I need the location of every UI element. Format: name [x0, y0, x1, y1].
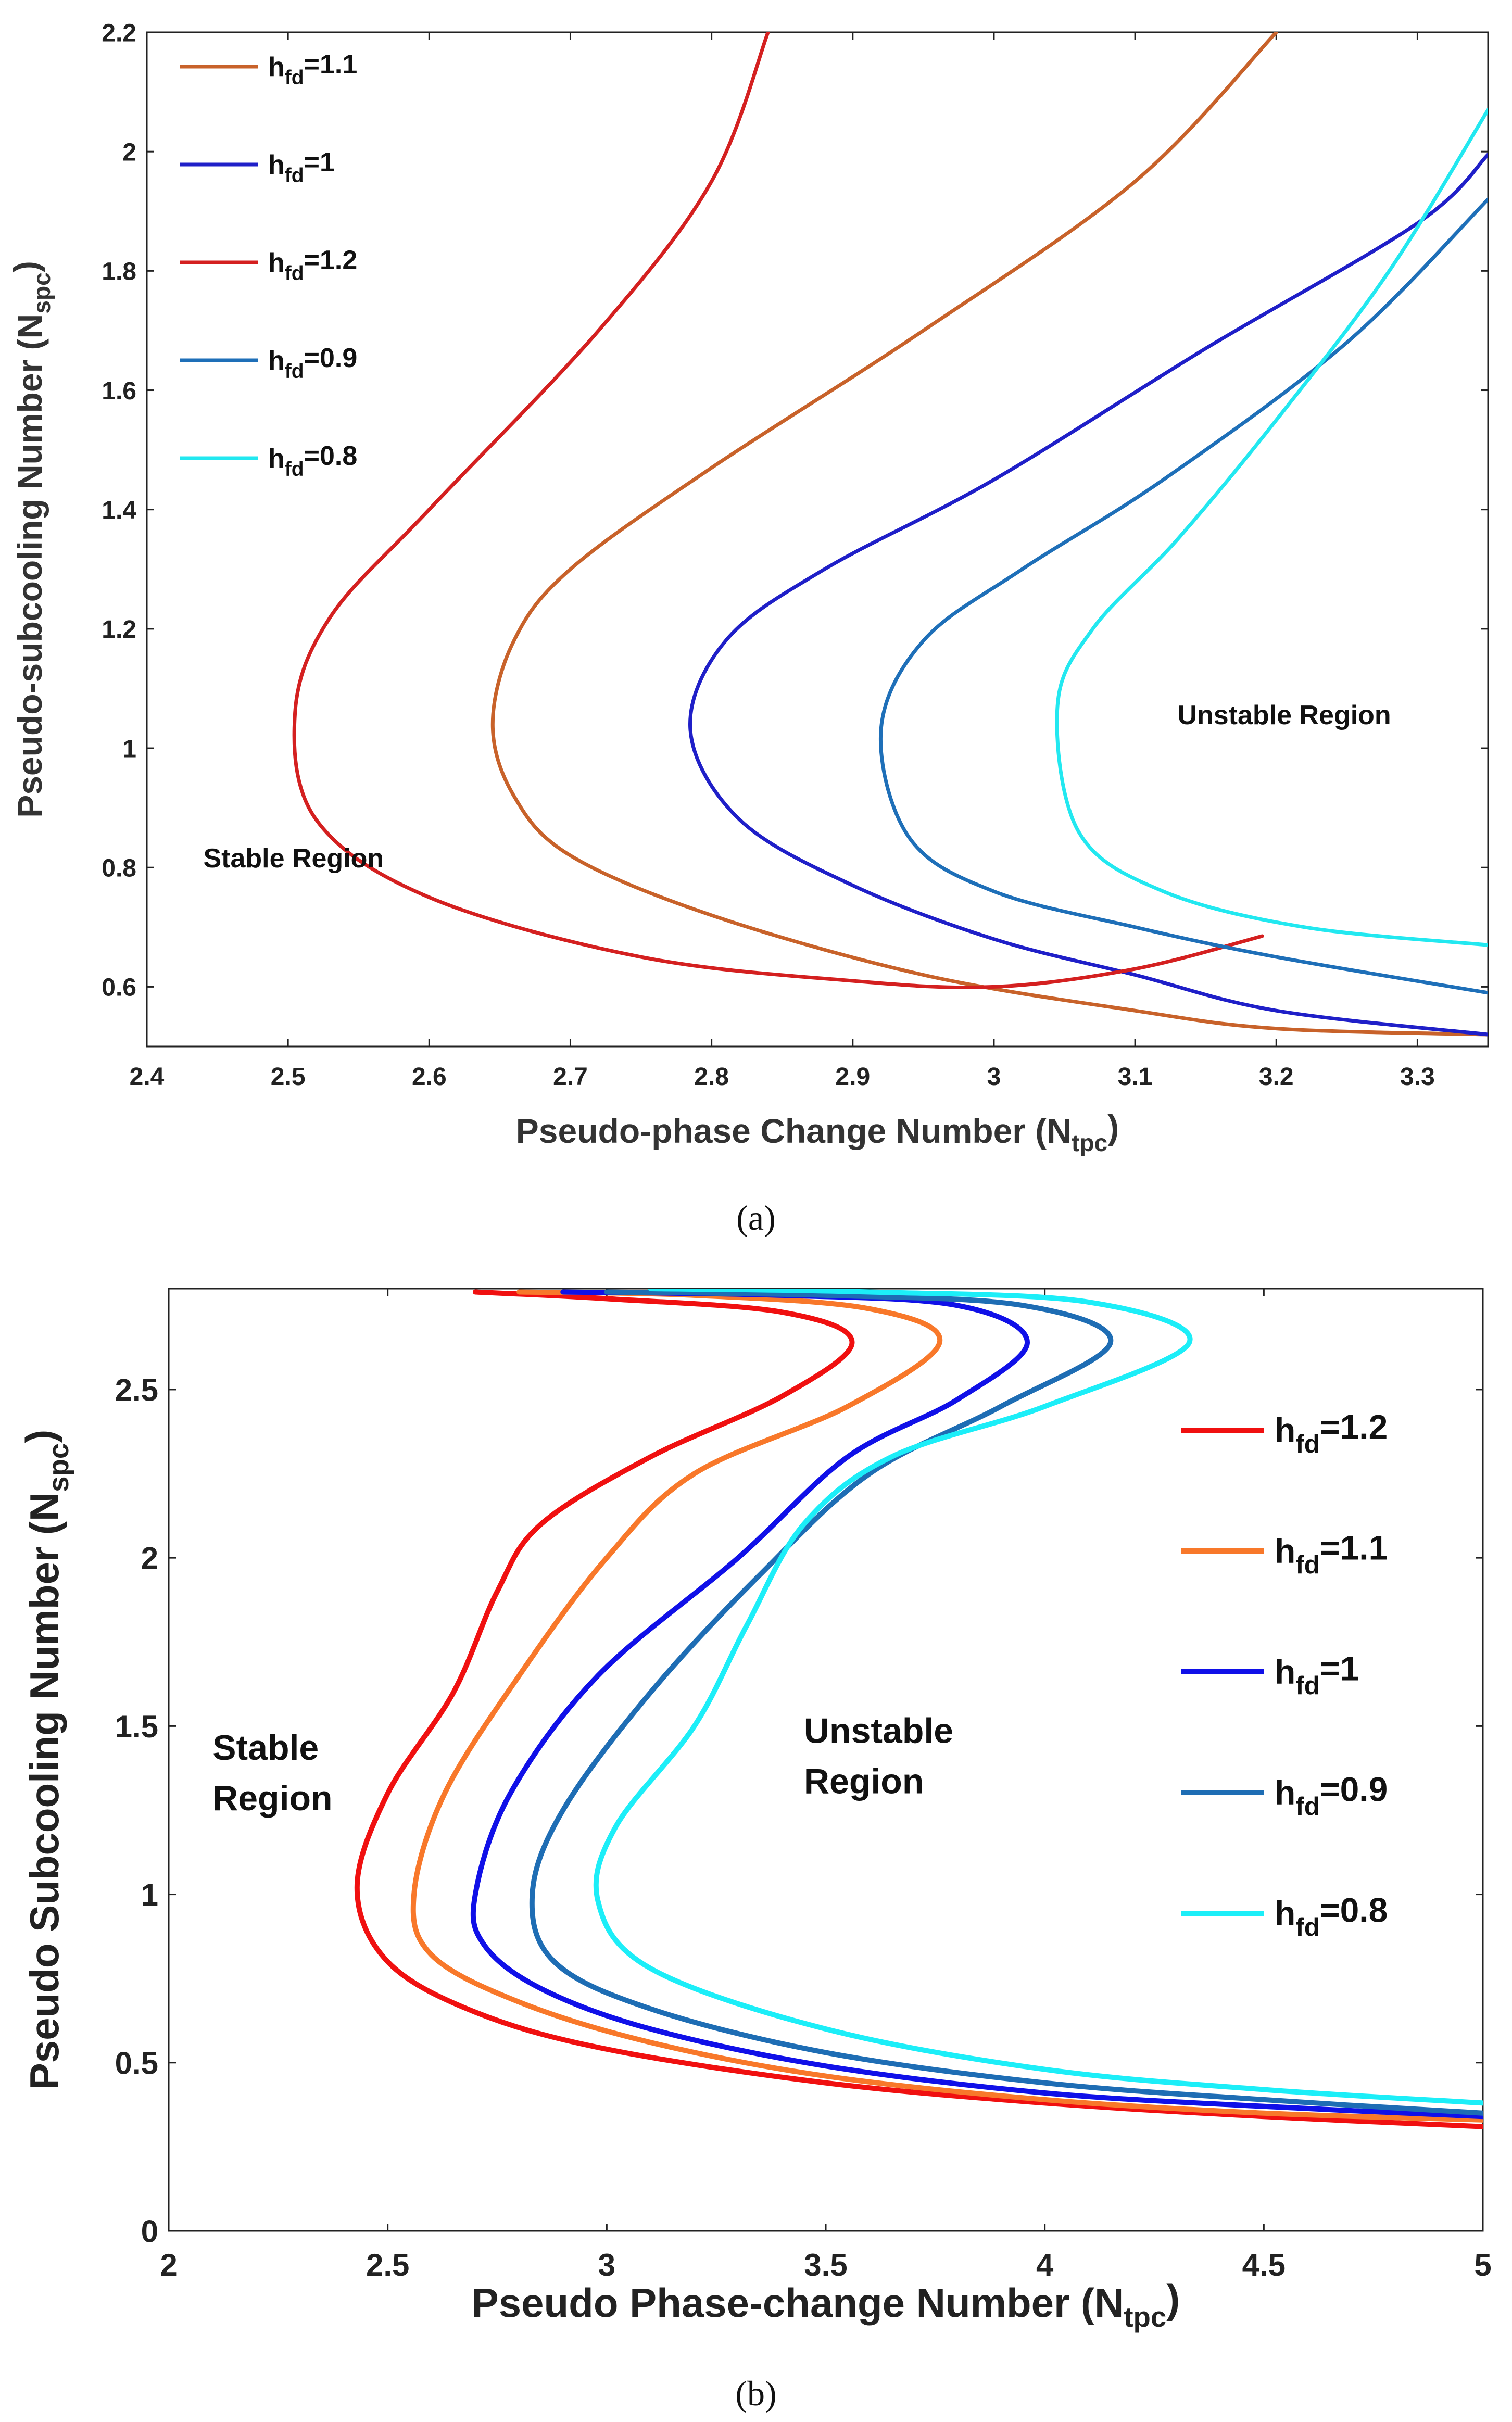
legend-label-0: hfd=1.1 — [268, 49, 357, 89]
y-tick-label-8: 2.2 — [102, 19, 136, 47]
y-tick-label-0: 0 — [141, 2214, 158, 2249]
series-line-hfd-1-1 — [410, 1289, 1483, 2123]
x-tick-label-3: 2.7 — [553, 1063, 588, 1091]
y-tick-label-5: 1.6 — [102, 377, 136, 405]
x-tick-label-0: 2.4 — [130, 1063, 165, 1091]
series-line-hfd-0-8 — [593, 1289, 1483, 2106]
legend-label-0: hfd=1.2 — [1275, 1408, 1388, 1458]
x-tick-label-0: 2 — [160, 2248, 177, 2282]
y-tick-label-3: 1.5 — [115, 1709, 158, 1744]
x-tick-label-1: 2.5 — [366, 2248, 409, 2282]
x-tick-label-4: 4 — [1036, 2248, 1054, 2282]
y-tick-label-7: 2 — [122, 138, 136, 166]
x-tick-label-9: 3.3 — [1400, 1063, 1435, 1091]
x-axis-label: Pseudo Phase-change Number (Ntpc) — [472, 2276, 1180, 2333]
region-label-1: Region — [212, 1778, 332, 1818]
y-tick-label-1: 0.8 — [102, 855, 136, 882]
y-tick-label-3: 1.2 — [102, 616, 136, 644]
legend-label-4: hfd=0.8 — [1275, 1891, 1388, 1941]
x-tick-label-1: 2.5 — [271, 1063, 306, 1091]
series-group — [354, 1289, 1483, 2129]
x-tick-label-5: 2.9 — [835, 1063, 870, 1091]
x-tick-label-8: 3.2 — [1259, 1063, 1294, 1091]
series-line-hfd-1-1 — [490, 32, 1488, 1037]
x-tick-label-3: 3.5 — [804, 2248, 847, 2282]
panel-a-chart: 2.4 2.5 2.6 2.7 2.8 2.9 3 3.1 3.2 3.3 0.6 0.8 1 1.2 1.… — [7, 19, 1489, 1156]
y-tick-label-4: 2 — [141, 1541, 158, 1576]
y-axis-label: Pseudo Subcooling Number (Nspc) — [17, 1430, 74, 2090]
legend-label-2: hfd=1 — [1275, 1649, 1359, 1700]
legend-label-3: hfd=0.9 — [268, 343, 357, 383]
y-tick-label-0: 0.6 — [102, 974, 136, 1002]
region-label-0: Stable — [212, 1728, 319, 1768]
x-tick-label-6: 3 — [987, 1063, 1001, 1091]
x-tick-label-2: 2.6 — [412, 1063, 447, 1091]
series-line-hfd-1-2 — [354, 1289, 1483, 2129]
series-line-hfd-0-9 — [878, 197, 1488, 995]
series-line-hfd-1-2 — [292, 32, 1264, 990]
series-line-hfd-0-9 — [529, 1289, 1483, 2116]
x-tick-label-6: 5 — [1474, 2248, 1491, 2282]
legend-label-4: hfd=0.8 — [268, 441, 357, 481]
y-tick-label-2: 1 — [141, 1877, 158, 1912]
series-group — [292, 32, 1488, 1037]
y-tick-label-2: 1 — [122, 735, 136, 763]
legend-label-2: hfd=1.2 — [268, 245, 357, 285]
x-tick-label-7: 3.1 — [1118, 1063, 1153, 1091]
y-tick-label-4: 1.4 — [102, 497, 136, 524]
series-line-hfd-0-8 — [1055, 108, 1488, 947]
y-tick-label-1: 0.5 — [115, 2046, 158, 2080]
caption-a: (a) — [736, 1198, 775, 1238]
region-label-3: Region — [804, 1762, 924, 1801]
region-label-1: Unstable Region — [1177, 700, 1391, 730]
x-tick-label-4: 2.8 — [694, 1063, 729, 1091]
plot-area — [146, 31, 1489, 1048]
legend-label-1: hfd=1.1 — [1275, 1529, 1388, 1579]
y-tick-label-6: 1.8 — [102, 258, 136, 286]
series-line-hfd-1 — [688, 153, 1488, 1037]
x-tick-label-2: 3 — [598, 2248, 615, 2282]
y-tick-label-5: 2.5 — [115, 1373, 158, 1408]
region-label-2: Unstable — [804, 1711, 953, 1751]
legend-label-3: hfd=0.9 — [1275, 1770, 1388, 1821]
x-tick-label-5: 4.5 — [1242, 2248, 1286, 2282]
panel-b-chart: 2 2.5 3 3.5 4 4.5 5 0 0.5 1 1.5 2 2.5 Pseudo Phase-ch… — [17, 1288, 1492, 2333]
series-line-hfd-1 — [470, 1289, 1483, 2120]
x-axis-label: Pseudo-phase Change Number (Ntpc) — [516, 1108, 1119, 1156]
legend-label-1: hfd=1 — [268, 147, 335, 187]
region-label-0: Stable Region — [203, 843, 384, 874]
caption-b: (b) — [735, 2374, 776, 2413]
y-axis-label: Pseudo-subcooling Number (Nspc) — [7, 261, 55, 818]
